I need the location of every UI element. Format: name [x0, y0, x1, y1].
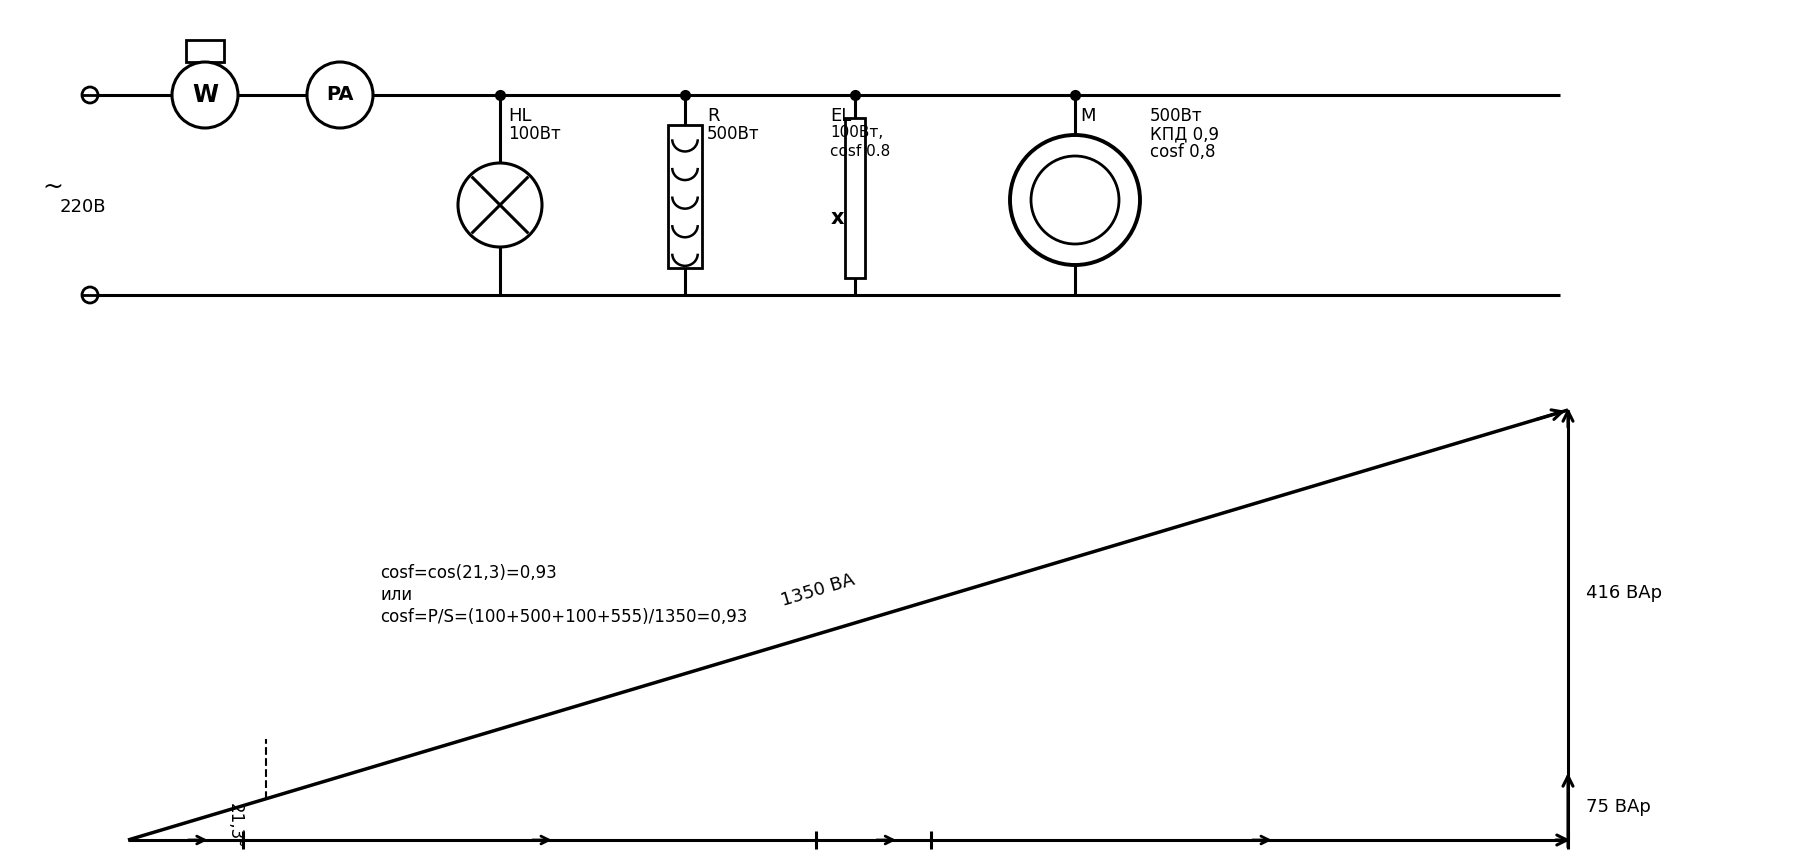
Text: PA: PA — [325, 86, 354, 105]
Text: 21,3°: 21,3° — [227, 803, 245, 849]
Circle shape — [173, 62, 237, 128]
Text: или: или — [379, 586, 412, 604]
Circle shape — [307, 62, 372, 128]
Circle shape — [1010, 135, 1140, 265]
Text: R: R — [707, 107, 719, 125]
Text: cosf=P/S=(100+500+100+555)/1350=0,93: cosf=P/S=(100+500+100+555)/1350=0,93 — [379, 609, 748, 626]
Text: x: x — [831, 208, 843, 228]
Text: 1350 ВА: 1350 ВА — [779, 571, 858, 610]
Circle shape — [458, 163, 541, 247]
Text: 500Вт: 500Вт — [1151, 107, 1203, 125]
Text: cosf 0,8: cosf 0,8 — [1151, 143, 1215, 161]
Text: 220В: 220В — [59, 198, 106, 216]
Text: 100Вт,: 100Вт, — [831, 125, 883, 140]
Bar — [669, 125, 701, 268]
Text: 416 ВАр: 416 ВАр — [1586, 583, 1661, 602]
Text: 100Вт: 100Вт — [509, 125, 561, 143]
Text: КПД 0,9: КПД 0,9 — [1151, 125, 1219, 143]
Bar — [845, 118, 865, 278]
Text: 75 ВАр: 75 ВАр — [1586, 799, 1651, 817]
Text: cosf=cos(21,3)=0,93: cosf=cos(21,3)=0,93 — [379, 564, 557, 583]
Text: M: M — [1081, 107, 1095, 125]
Bar — [185, 40, 225, 62]
Text: HL: HL — [509, 107, 532, 125]
Text: W: W — [192, 83, 218, 107]
Text: EL: EL — [831, 107, 850, 125]
Circle shape — [1030, 156, 1118, 244]
Text: ~: ~ — [41, 175, 63, 199]
Text: 500Вт: 500Вт — [707, 125, 759, 143]
Text: cosf 0.8: cosf 0.8 — [831, 144, 890, 159]
